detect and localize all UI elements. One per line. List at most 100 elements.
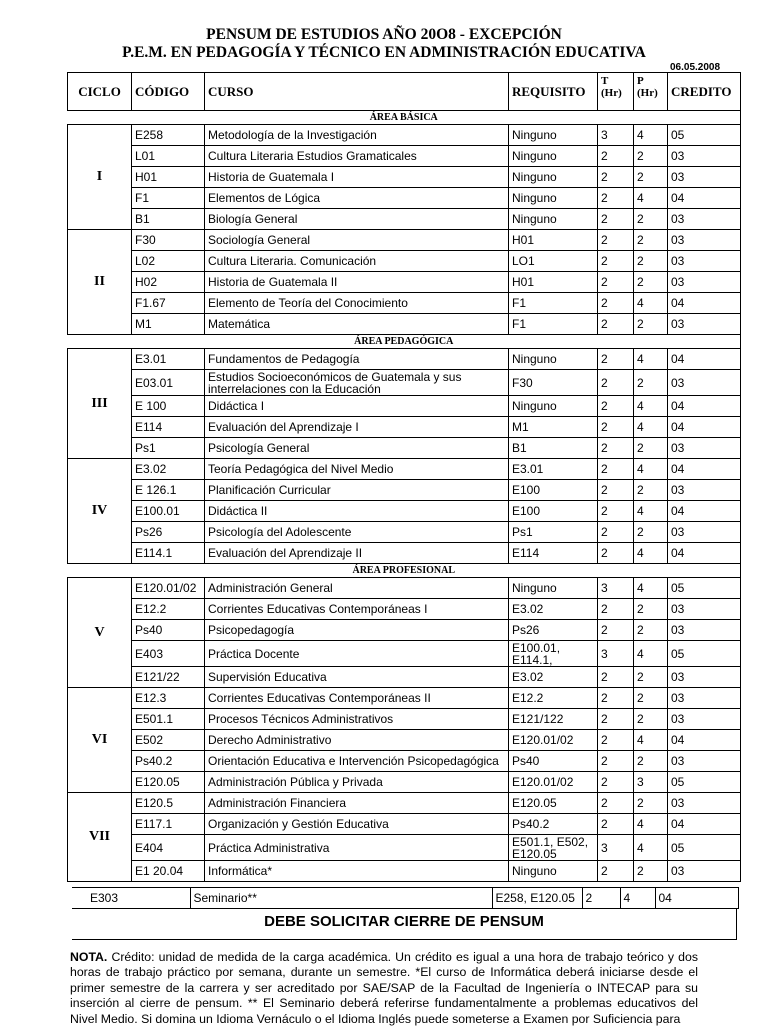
- course-requisito: Ninguno: [508, 395, 598, 417]
- course-codigo: E3.01: [131, 348, 205, 370]
- course-codigo: L01: [131, 145, 205, 167]
- course-codigo: E12.2: [131, 598, 205, 620]
- course-curso: Corrientes Educativas Contemporáneas I: [204, 598, 509, 620]
- course-credito: 04: [667, 187, 741, 209]
- course-row: III E3.01 Fundamentos de Pedagogía Ninguno 2…: [67, 348, 741, 459]
- pensum-table: CICLO CÓDIGO CURSO REQUISITO T (Hr) P (Hr)…: [67, 72, 741, 882]
- course-curso: Orientación Educativa e Intervención Psi…: [204, 750, 509, 772]
- note-text: Crédito: unidad de medida de la carga ac…: [70, 950, 698, 1026]
- course-credito: 03: [667, 521, 741, 543]
- course-curso: Matemática: [204, 313, 509, 335]
- course-requisito: B1: [508, 437, 598, 459]
- course-p: 2: [633, 708, 668, 730]
- course-row: E501.1 Procesos Técnicos Administrativos E…: [68, 708, 741, 730]
- course-curso: Administración Financiera: [204, 792, 509, 814]
- course-codigo: Ps1: [131, 437, 205, 459]
- document-title: PENSUM DE ESTUDIOS AÑO 20O8 - EXCEPCIÓN: [206, 26, 562, 43]
- seminario-curso: Seminario**: [190, 887, 493, 909]
- document-subtitle: P.E.M. EN PEDAGOGÍA Y TÉCNICO EN ADMINIS…: [122, 44, 646, 61]
- course-codigo: Ps26: [131, 521, 205, 543]
- course-curso: Elementos de Lógica: [204, 187, 509, 209]
- course-p: 2: [633, 750, 668, 772]
- course-row: H01 Historia de Guatemala I Ninguno 2 2 03: [68, 166, 741, 188]
- course-credito: 05: [667, 834, 741, 861]
- course-row: E117.1 Organización y Gestión Educativa Ps…: [68, 813, 741, 835]
- course-credito: 03: [667, 666, 741, 688]
- course-codigo: E 100: [131, 395, 205, 417]
- course-requisito: M1: [508, 416, 598, 438]
- course-t: 2: [597, 708, 634, 730]
- course-requisito: Ninguno: [508, 124, 598, 146]
- course-row: E403 Práctica Docente E100.01, E114.1, 3 4 05: [68, 640, 741, 667]
- course-codigo: E1 20.04: [131, 860, 205, 882]
- course-requisito: H01: [508, 229, 598, 251]
- course-t: 3: [597, 834, 634, 861]
- course-codigo: F1: [131, 187, 205, 209]
- seminario-requisito: E258, E120.05: [492, 887, 583, 909]
- area-title: ÁREA BÁSICA: [67, 110, 741, 125]
- course-p: 4: [633, 542, 668, 564]
- course-t: 2: [597, 666, 634, 688]
- header-curso: CURSO: [204, 72, 509, 111]
- header-credito: CREDITO: [667, 72, 741, 111]
- course-codigo: E100.01: [131, 500, 205, 522]
- course-codigo: F30: [131, 229, 205, 251]
- course-credito: 04: [667, 458, 741, 480]
- course-row: F1 Elementos de Lógica Ninguno 2 4 04: [68, 187, 741, 209]
- note-paragraph: NOTA. Crédito: unidad de medida de la ca…: [70, 950, 698, 1027]
- course-t: 2: [597, 229, 634, 251]
- course-row: E114 Evaluación del Aprendizaje I M1 2 4 04: [68, 416, 741, 438]
- seminario-codigo: E303: [72, 887, 191, 909]
- course-t: 2: [597, 598, 634, 620]
- course-codigo: E120.01/02: [131, 577, 205, 599]
- course-curso: Organización y Gestión Educativa: [204, 813, 509, 835]
- course-row: E12.2 Corrientes Educativas Contemporánea…: [68, 598, 741, 620]
- course-curso: Supervisión Educativa: [204, 666, 509, 688]
- course-p: 4: [633, 292, 668, 314]
- course-p: 4: [633, 348, 668, 370]
- course-t: 2: [597, 292, 634, 314]
- course-t: 2: [597, 416, 634, 438]
- course-row: V E120.01/02 Administración General Ninguno…: [67, 577, 741, 688]
- course-codigo: H01: [131, 166, 205, 188]
- area-title: ÁREA PROFESIONAL: [67, 563, 741, 578]
- course-requisito: F30: [508, 369, 598, 396]
- course-codigo: M1: [131, 313, 205, 335]
- course-t: 2: [597, 208, 634, 230]
- header-ciclo: CICLO: [67, 72, 132, 111]
- header-t-unit: (Hr): [601, 87, 622, 99]
- course-p: 2: [633, 313, 668, 335]
- course-t: 2: [597, 813, 634, 835]
- course-t: 2: [597, 619, 634, 641]
- course-curso: Corrientes Educativas Contemporáneas II: [204, 687, 509, 709]
- course-codigo: E120.05: [131, 771, 205, 793]
- course-p: 2: [633, 271, 668, 293]
- course-requisito: Ninguno: [508, 208, 598, 230]
- course-credito: 05: [667, 577, 741, 599]
- seminario-t: 2: [582, 887, 621, 909]
- course-row: VII E120.5 Administración Financiera E120.0…: [67, 792, 741, 882]
- course-credito: 03: [667, 619, 741, 641]
- course-codigo: E03.01: [131, 369, 205, 396]
- course-credito: 03: [667, 792, 741, 814]
- course-credito: 03: [667, 229, 741, 251]
- course-row: E 100 Didáctica I Ninguno 2 4 04: [68, 395, 741, 417]
- course-codigo: Ps40: [131, 619, 205, 641]
- course-t: 2: [597, 500, 634, 522]
- course-credito: 05: [667, 771, 741, 793]
- course-row: E100.01 Didáctica II E100 2 4 04: [68, 500, 741, 522]
- course-credito: 03: [667, 479, 741, 501]
- course-requisito: Ps1: [508, 521, 598, 543]
- course-p: 2: [633, 521, 668, 543]
- course-curso: Didáctica II: [204, 500, 509, 522]
- course-t: 2: [597, 313, 634, 335]
- course-p: 2: [633, 208, 668, 230]
- course-t: 2: [597, 271, 634, 293]
- course-t: 2: [597, 145, 634, 167]
- course-codigo: E121/22: [131, 666, 205, 688]
- course-requisito: E3.01: [508, 458, 598, 480]
- course-curso: Procesos Técnicos Administrativos: [204, 708, 509, 730]
- header-p: P (Hr): [633, 72, 668, 111]
- ciclo-cell: VII: [67, 792, 132, 882]
